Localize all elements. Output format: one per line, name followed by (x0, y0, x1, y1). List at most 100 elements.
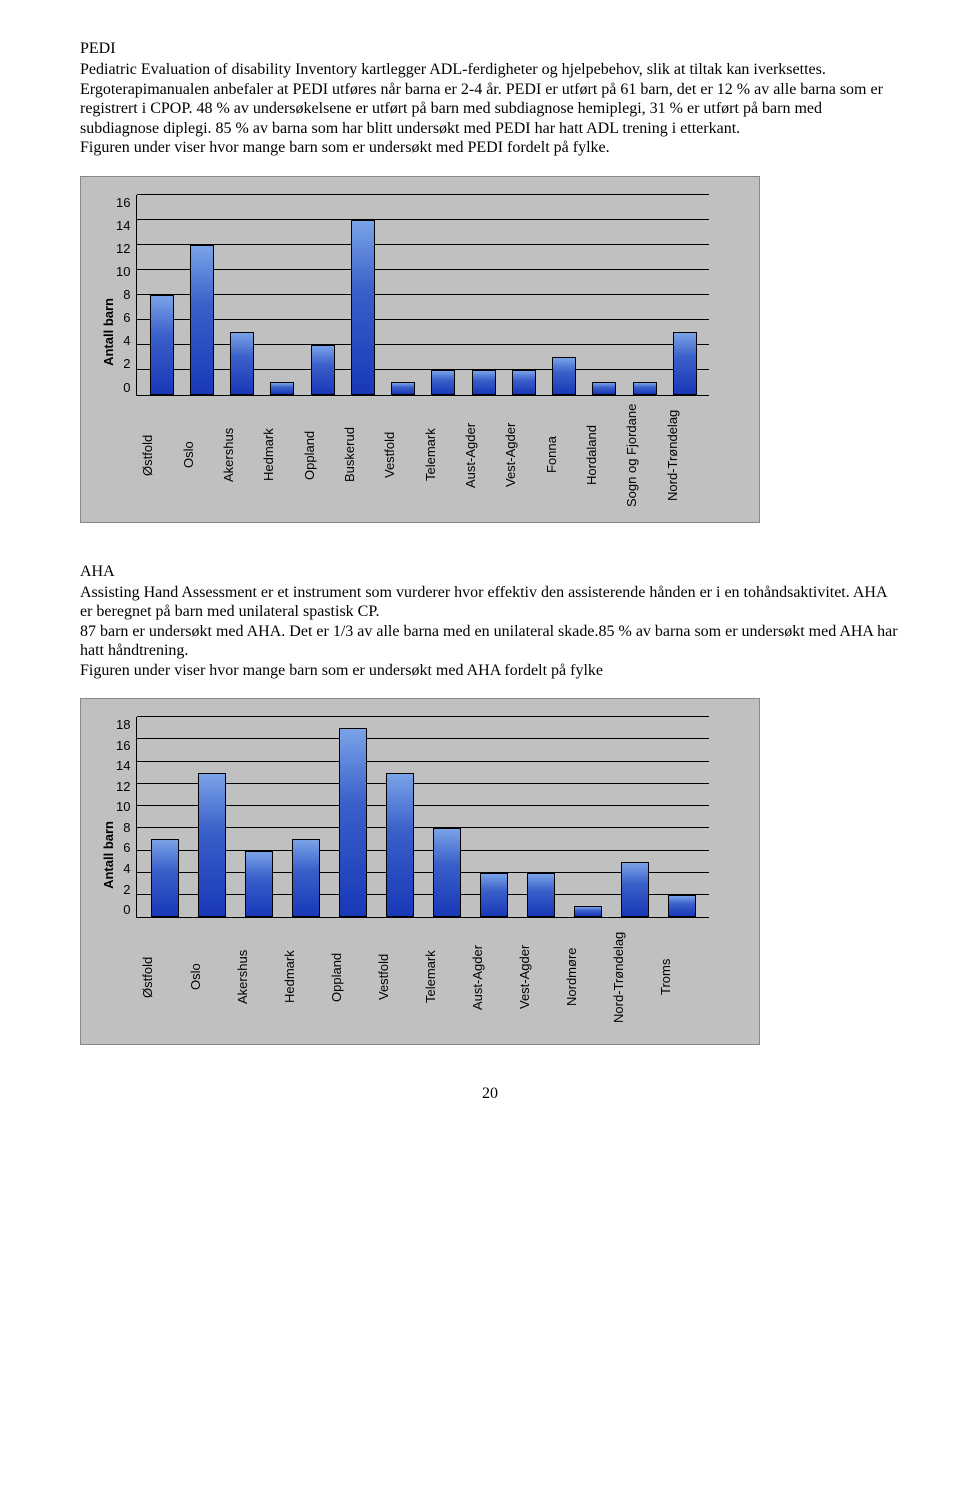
y-tick: 16 (116, 195, 130, 210)
bar-slot (235, 717, 282, 917)
bar (150, 295, 174, 395)
bar (311, 345, 335, 395)
y-tick: 16 (116, 738, 130, 753)
x-label: Vest-Agder (517, 922, 564, 1032)
x-label: Oppland (329, 922, 376, 1032)
bar (621, 862, 649, 918)
y-tick: 12 (116, 241, 130, 256)
bar (574, 906, 602, 917)
y-tick: 8 (116, 287, 130, 302)
bar (391, 382, 415, 395)
bar (351, 220, 375, 395)
chart2-xlabels: ØstfoldOsloAkershusHedmarkOpplandVestfol… (136, 918, 709, 1032)
x-label: Hordaland (584, 400, 624, 510)
section-title-pedi: PEDI (80, 40, 900, 58)
x-label: Nord-Trøndelag (611, 922, 658, 1032)
page-number: 20 (80, 1085, 900, 1103)
x-label: Akershus (235, 922, 282, 1032)
x-label: Fonna (544, 400, 584, 510)
section-body-aha: Assisting Hand Assessment er et instrume… (80, 583, 900, 681)
bar (230, 332, 254, 395)
chart-pedi: Antall barn 1614121086420 ØstfoldOsloAke… (80, 176, 760, 523)
bar-slot (343, 195, 383, 395)
bar (480, 873, 508, 917)
bar-slot (376, 717, 423, 917)
x-label: Hedmark (282, 922, 329, 1032)
bar-slot (665, 195, 705, 395)
bar (668, 895, 696, 917)
x-label: Telemark (423, 922, 470, 1032)
y-tick: 0 (116, 902, 130, 917)
y-tick: 6 (116, 840, 130, 855)
bar-slot (584, 195, 624, 395)
bar (386, 773, 414, 917)
y-tick: 4 (116, 861, 130, 876)
bar-slot (544, 195, 584, 395)
section-title-aha: AHA (80, 563, 900, 581)
bar (552, 357, 576, 395)
bar (592, 382, 616, 395)
bar-slot (517, 717, 564, 917)
bar-slot (329, 717, 376, 917)
chart2-plot (136, 717, 709, 918)
x-label: Akershus (221, 400, 261, 510)
chart1-xlabels: ØstfoldOsloAkershusHedmarkOpplandBuskeru… (136, 396, 709, 510)
bar (433, 828, 461, 917)
bar-slot (624, 195, 664, 395)
bar-slot (262, 195, 302, 395)
x-label: Troms (658, 922, 705, 1032)
y-tick: 0 (116, 380, 130, 395)
y-tick: 14 (116, 218, 130, 233)
bar-slot (564, 717, 611, 917)
bar-slot (383, 195, 423, 395)
x-label: Oslo (188, 922, 235, 1032)
chart2-ylabel: Antall barn (99, 821, 116, 889)
chart1-plot (136, 195, 709, 396)
bar (673, 332, 697, 395)
bar (633, 382, 657, 395)
x-label: Østfold (140, 922, 187, 1032)
x-label: Østfold (140, 400, 180, 510)
y-tick: 18 (116, 717, 130, 732)
x-label: Aust-Agder (463, 400, 503, 510)
bar-slot (658, 717, 705, 917)
bar (431, 370, 455, 395)
bar (339, 728, 367, 917)
bar (245, 851, 273, 918)
bar (527, 873, 555, 917)
y-tick: 6 (116, 310, 130, 325)
bar (151, 839, 179, 917)
y-tick: 2 (116, 356, 130, 371)
bar-slot (182, 195, 222, 395)
x-label: Hedmark (261, 400, 301, 510)
bar-slot (188, 717, 235, 917)
y-tick: 2 (116, 882, 130, 897)
x-label: Nordmøre (564, 922, 611, 1032)
chart1-yticks: 1614121086420 (116, 195, 136, 395)
x-label: Buskerud (342, 400, 382, 510)
bar-slot (423, 717, 470, 917)
x-label: Vestfold (382, 400, 422, 510)
bar-slot (302, 195, 342, 395)
x-label: Oslo (181, 400, 221, 510)
bar-slot (141, 717, 188, 917)
section-body-pedi: Pediatric Evaluation of disability Inven… (80, 60, 900, 158)
bar (292, 839, 320, 917)
x-label: Vestfold (376, 922, 423, 1032)
x-label: Oppland (302, 400, 342, 510)
x-label: Aust-Agder (470, 922, 517, 1032)
bar-slot (504, 195, 544, 395)
chart-aha: Antall barn 181614121086420 ØstfoldOsloA… (80, 698, 760, 1045)
y-tick: 10 (116, 264, 130, 279)
bar-slot (282, 717, 329, 917)
bar (512, 370, 536, 395)
x-label: Telemark (423, 400, 463, 510)
x-label: Nord-Trøndelag (665, 400, 705, 510)
bar (198, 773, 226, 917)
bar-slot (222, 195, 262, 395)
y-tick: 12 (116, 779, 130, 794)
bar-slot (141, 195, 181, 395)
bar (190, 245, 214, 395)
bar-slot (423, 195, 463, 395)
bar (472, 370, 496, 395)
